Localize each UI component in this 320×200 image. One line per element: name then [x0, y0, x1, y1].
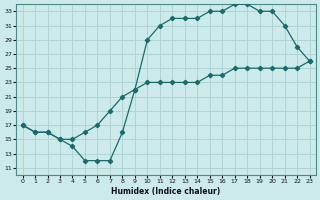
X-axis label: Humidex (Indice chaleur): Humidex (Indice chaleur): [111, 187, 221, 196]
